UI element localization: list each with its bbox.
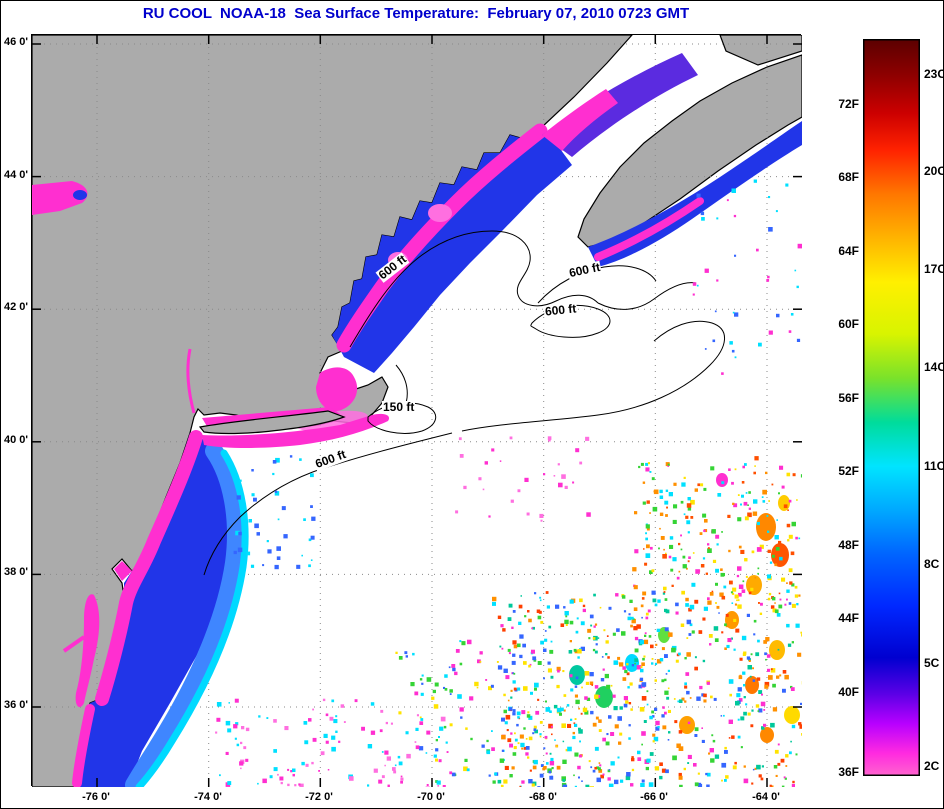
colorbar-c-label: 11C bbox=[924, 459, 944, 473]
contour-600ft-shelf bbox=[203, 432, 453, 576]
colorbar-gradient bbox=[863, 39, 920, 776]
colorbar-f-label: 40F bbox=[838, 685, 859, 699]
midatlantic-blue-band bbox=[74, 433, 237, 787]
midatlantic-cyan-fringe bbox=[135, 449, 249, 787]
long-island-south-magenta bbox=[202, 413, 390, 448]
sst-fields bbox=[32, 53, 802, 787]
x-tick-label: -70 0' bbox=[417, 791, 445, 803]
contour-600ft-gulf bbox=[349, 230, 599, 348]
y-tick-label: 46 0' bbox=[3, 36, 28, 48]
colorbar-c-label: 2C bbox=[924, 759, 940, 773]
x-tick-label: -68 0' bbox=[529, 791, 557, 803]
sst-map bbox=[32, 35, 802, 787]
figure-title: RU COOL NOAA-18 Sea Surface Temperature:… bbox=[142, 5, 690, 22]
colorbar-f-label: 60F bbox=[838, 317, 859, 331]
potomac-river-magenta bbox=[62, 635, 86, 653]
y-tick-label: 36 0' bbox=[3, 699, 28, 711]
colorbar-f-label: 36F bbox=[838, 765, 859, 779]
colorbar-f-label: 52F bbox=[838, 464, 859, 478]
midatlantic-lightblue-edge bbox=[125, 442, 245, 787]
nova-scotia-shore-band bbox=[588, 121, 802, 267]
delaware-bay-magenta bbox=[114, 561, 132, 581]
lake-ontario-sst bbox=[32, 181, 88, 215]
offshore-warm-patches bbox=[569, 473, 800, 743]
x-tick-label: -64 0' bbox=[752, 791, 780, 803]
contour-600ft-east bbox=[537, 265, 657, 304]
nova-scotia-landmass bbox=[577, 54, 802, 248]
virginia-coast-magenta bbox=[72, 704, 95, 787]
x-tick-label: -76 0' bbox=[82, 791, 110, 803]
maine-coast-magenta bbox=[336, 123, 548, 353]
contour-label-150ft: 150 ft bbox=[382, 400, 416, 414]
colorbar bbox=[863, 39, 920, 776]
colorbar-f-label: 64F bbox=[838, 244, 859, 258]
cloud-speckle-field bbox=[215, 179, 802, 787]
map-plot: 600 ft 600 ft 600 ft 150 ft 600 ft bbox=[31, 34, 802, 787]
chesapeake-bay-magenta bbox=[75, 594, 100, 708]
colorbar-f-label: 48F bbox=[838, 538, 859, 552]
colorbar-f-label: 72F bbox=[838, 97, 859, 111]
colorbar-c-label: 14C bbox=[924, 360, 944, 374]
colorbar-c-label: 23C bbox=[924, 67, 944, 81]
cape-cod-bay-magenta bbox=[316, 367, 358, 412]
colorbar-f-label: 68F bbox=[838, 170, 859, 184]
cape-breton-landmass bbox=[719, 35, 802, 66]
bay-of-fundy-magenta bbox=[542, 89, 618, 151]
colorbar-bar bbox=[863, 39, 920, 776]
contour-fundy-mouth bbox=[597, 282, 697, 310]
colorbar-c-label: 5C bbox=[924, 656, 940, 670]
contour-georges-bank bbox=[461, 320, 725, 432]
y-tick-label: 38 0' bbox=[3, 566, 28, 578]
colorbar-c-label: 17C bbox=[924, 262, 944, 276]
x-tick-label: -74 0' bbox=[194, 791, 222, 803]
colorbar-f-label: 56F bbox=[838, 391, 859, 405]
colorbar-c-label: 20C bbox=[924, 164, 944, 178]
y-tick-label: 42 0' bbox=[3, 301, 28, 313]
gulf-of-maine-blue-band bbox=[332, 127, 572, 373]
penobscot-magenta-patch bbox=[428, 204, 452, 222]
nova-scotia-shore-magenta bbox=[594, 197, 704, 261]
axis-tick-marks bbox=[32, 35, 802, 787]
x-tick-label: -72 0' bbox=[305, 791, 333, 803]
colorbar-f-label: 44F bbox=[838, 611, 859, 625]
y-tick-label: 44 0' bbox=[3, 169, 28, 181]
long-island-landmass bbox=[198, 410, 346, 435]
hudson-river-magenta bbox=[186, 348, 196, 414]
colorbar-c-label: 8C bbox=[924, 557, 940, 571]
y-tick-label: 40 0' bbox=[3, 434, 28, 446]
x-tick-label: -66 0' bbox=[640, 791, 668, 803]
nj-coast-magenta bbox=[95, 430, 203, 706]
lake-ontario-blue bbox=[73, 190, 87, 200]
